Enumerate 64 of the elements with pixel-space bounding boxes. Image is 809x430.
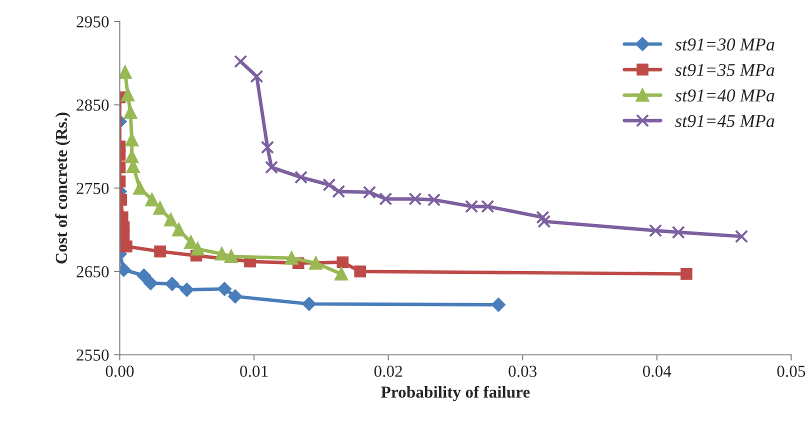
point <box>120 66 132 79</box>
x-tick-label: 0.02 <box>374 366 402 377</box>
point <box>120 228 130 241</box>
point <box>218 282 232 296</box>
point <box>309 256 322 270</box>
point <box>538 214 551 228</box>
legend-label: st91=40 MPa <box>675 89 774 102</box>
point <box>215 247 228 261</box>
y-tick-label: 2950 <box>76 16 109 28</box>
point <box>120 240 132 252</box>
point <box>125 133 138 146</box>
y-tick-label: 2650 <box>76 266 109 278</box>
point <box>154 246 166 258</box>
point <box>172 223 186 236</box>
x-tick-label: 0.04 <box>642 366 672 377</box>
point <box>362 186 376 199</box>
point <box>224 250 238 264</box>
point <box>191 242 204 256</box>
y-tick-label: 2550 <box>76 349 109 361</box>
point <box>164 213 178 226</box>
point <box>234 54 248 68</box>
point <box>145 193 159 206</box>
y-axis-title: Cost of concrete (Rs.) <box>55 112 70 264</box>
y-tick-label: 2850 <box>76 100 109 111</box>
point <box>379 192 392 206</box>
x-tick-label: 0.01 <box>240 366 268 377</box>
point <box>332 184 346 198</box>
point <box>648 224 662 238</box>
x-tick-label: 0.05 <box>777 366 806 377</box>
point <box>322 178 336 192</box>
point <box>133 182 146 195</box>
point <box>536 210 550 224</box>
x-tick-label: 0.00 <box>106 366 134 377</box>
point <box>260 140 274 154</box>
point <box>153 202 167 215</box>
point <box>264 160 278 174</box>
point <box>250 70 264 84</box>
legend-label: st91=45 MPa <box>675 114 774 128</box>
point <box>294 170 308 184</box>
point <box>492 298 506 312</box>
x-axis-title: Probability of failure <box>381 386 530 402</box>
point <box>125 150 138 164</box>
point <box>124 106 138 119</box>
point <box>165 276 180 291</box>
y-tick-label: 2750 <box>76 182 109 194</box>
point <box>228 289 242 304</box>
legend-label: st91=30 MPa <box>675 38 774 51</box>
x-tick-label: 0.03 <box>508 366 537 377</box>
point <box>427 193 441 206</box>
point <box>136 268 151 283</box>
point <box>334 267 348 281</box>
point <box>302 296 316 311</box>
point <box>680 268 692 280</box>
point <box>285 252 298 265</box>
point <box>672 226 685 239</box>
point <box>408 192 422 206</box>
point <box>184 236 198 249</box>
point <box>121 88 134 102</box>
point <box>464 200 478 214</box>
point <box>481 200 494 214</box>
point <box>734 230 748 244</box>
legend-label: st91=35 MPa <box>675 64 774 76</box>
point <box>180 282 194 297</box>
point <box>144 276 158 290</box>
